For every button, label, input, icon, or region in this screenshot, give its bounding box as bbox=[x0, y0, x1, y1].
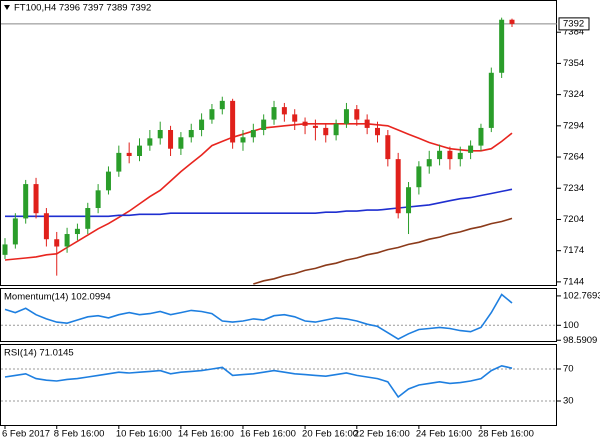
x-tick-label: 28 Feb 16:00 bbox=[478, 429, 534, 440]
candle-body bbox=[230, 100, 236, 143]
candle-body bbox=[323, 127, 329, 136]
candle-body bbox=[354, 109, 360, 120]
candle-body bbox=[126, 152, 132, 157]
y-tick-label: 30 bbox=[563, 396, 574, 407]
y-tick-label: 98.5909 bbox=[563, 335, 597, 346]
y-tick-label: 7204 bbox=[563, 214, 584, 225]
moving-average bbox=[4, 123, 513, 261]
candle-body bbox=[292, 114, 298, 122]
candle-body bbox=[281, 107, 287, 115]
candle-body bbox=[105, 171, 111, 191]
candle-body bbox=[157, 129, 163, 139]
x-tick-label: 22 Feb 16:00 bbox=[354, 429, 410, 440]
candle-body bbox=[85, 208, 91, 229]
x-tick-label: 8 Feb 16:00 bbox=[54, 429, 105, 440]
candle-body bbox=[374, 127, 380, 136]
y-tick-label: 102.7693 bbox=[563, 290, 600, 301]
candle-body bbox=[250, 129, 256, 138]
candle-body bbox=[426, 159, 432, 167]
candle-body bbox=[447, 150, 453, 160]
menu-arrow bbox=[4, 5, 10, 10]
candle-body bbox=[478, 127, 484, 146]
candle-body bbox=[116, 152, 122, 172]
candle-body bbox=[406, 187, 412, 214]
candle-body bbox=[188, 129, 194, 138]
y-tick-label: 7234 bbox=[563, 183, 584, 194]
candle-body bbox=[312, 125, 318, 128]
candle-body bbox=[12, 218, 18, 245]
y-tick-label: 7264 bbox=[563, 152, 584, 163]
candle-body bbox=[271, 107, 277, 120]
candle-body bbox=[509, 19, 515, 24]
candle-body bbox=[137, 145, 143, 157]
y-tick-label: 70 bbox=[563, 364, 574, 375]
candle-body bbox=[343, 109, 349, 124]
last-price-box bbox=[558, 17, 590, 31]
candle-body bbox=[178, 137, 184, 149]
indicator-line bbox=[4, 293, 513, 341]
rsi-panel bbox=[0, 344, 557, 426]
y-tick-label: 7294 bbox=[563, 120, 584, 131]
candle-body bbox=[364, 119, 370, 128]
candle-body bbox=[23, 184, 29, 219]
indicator-line bbox=[4, 364, 513, 399]
main-panel bbox=[0, 0, 557, 286]
candle-body bbox=[168, 129, 174, 149]
x-tick-label: 10 Feb 16:00 bbox=[116, 429, 172, 440]
x-tick-label: 14 Feb 16:00 bbox=[178, 429, 234, 440]
candle-body bbox=[219, 100, 225, 110]
y-tick-label: 7384 bbox=[563, 27, 584, 38]
candle-body bbox=[64, 234, 70, 247]
x-tick-label: 16 Feb 16:00 bbox=[240, 429, 296, 440]
candle-body bbox=[499, 19, 505, 73]
candle-body bbox=[199, 119, 205, 130]
candle-body bbox=[395, 159, 401, 214]
moving-average bbox=[253, 217, 513, 285]
last-price-label: 7392 bbox=[563, 18, 584, 29]
chart-title: FT100,H4 7396 7397 7389 7392 bbox=[14, 3, 151, 14]
candle-body bbox=[302, 121, 308, 126]
y-tick-label: 7144 bbox=[563, 276, 584, 287]
candle-body bbox=[261, 119, 267, 130]
x-tick-label: 24 Feb 16:00 bbox=[416, 429, 472, 440]
candle-body bbox=[416, 166, 422, 188]
candle-body bbox=[33, 184, 39, 214]
candle-body bbox=[74, 228, 80, 235]
candle-body bbox=[437, 150, 443, 160]
rsi-title: RSI(14) 71.0145 bbox=[4, 348, 74, 359]
candle-body bbox=[468, 145, 474, 153]
momentum-title: Momentum(14) 102.0994 bbox=[4, 292, 111, 303]
y-tick-label: 7354 bbox=[563, 58, 584, 69]
y-tick-label: 7174 bbox=[563, 245, 584, 256]
candle-body bbox=[240, 137, 246, 143]
y-tick-label: 7324 bbox=[563, 89, 584, 100]
y-tick-label: 100 bbox=[563, 320, 579, 331]
x-tick-label: 6 Feb 2017 bbox=[2, 429, 50, 440]
candle-body bbox=[43, 213, 49, 240]
x-tick-label: 20 Feb 16:00 bbox=[302, 429, 358, 440]
candle-body bbox=[385, 135, 391, 160]
candle-body bbox=[333, 123, 339, 136]
candle-body bbox=[209, 109, 215, 120]
candle-body bbox=[457, 152, 463, 160]
candle-body bbox=[488, 72, 494, 128]
candle-body bbox=[54, 239, 60, 247]
candle-body bbox=[147, 138, 153, 146]
candle-body bbox=[2, 244, 8, 255]
candle-body bbox=[95, 190, 101, 209]
